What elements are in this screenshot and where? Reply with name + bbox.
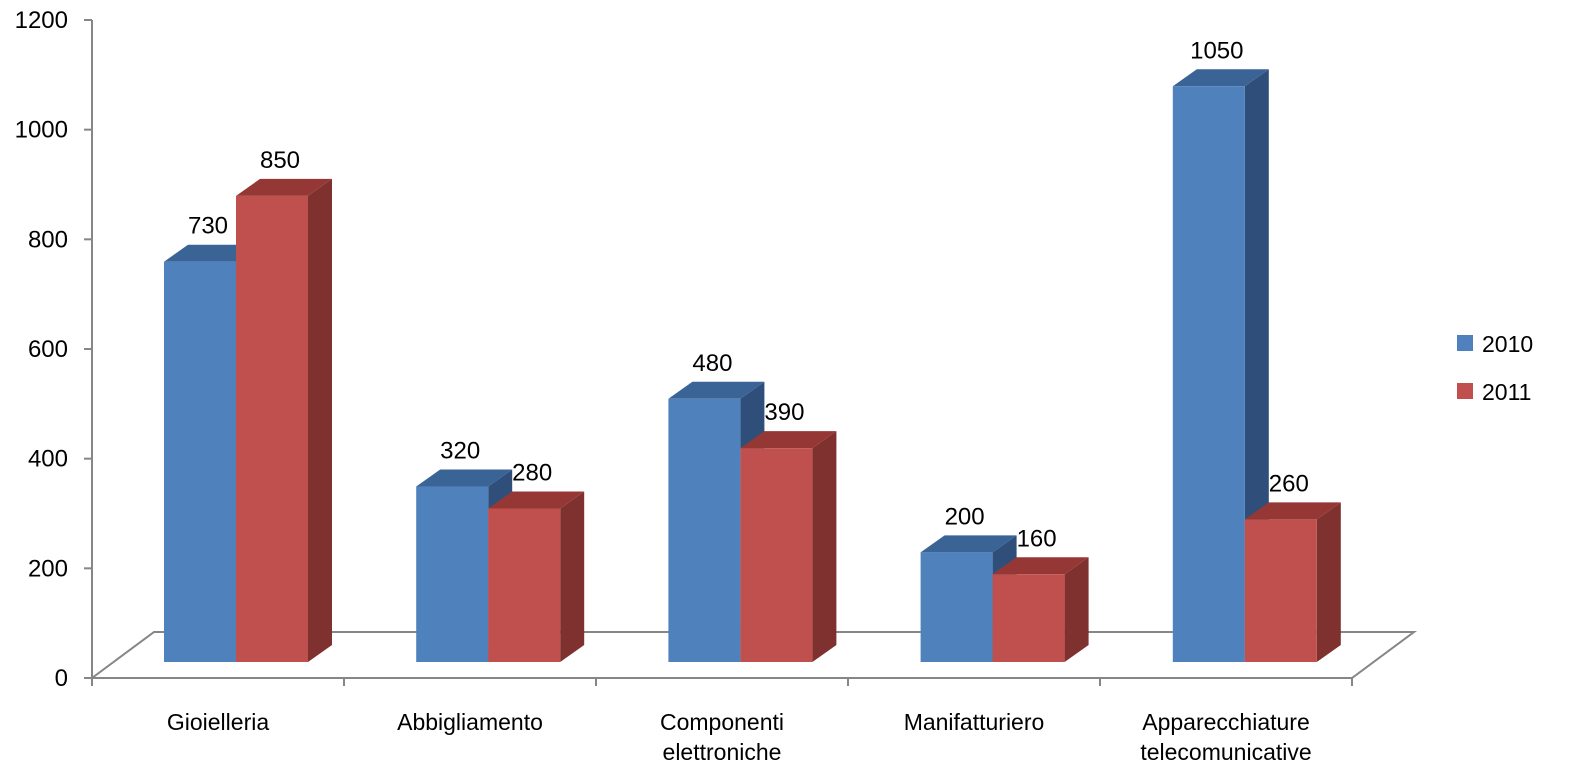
data-label: 730 <box>188 213 228 240</box>
bar-front-face <box>164 261 236 662</box>
bar-front-face <box>416 486 489 662</box>
data-label: 200 <box>945 503 985 530</box>
bar <box>740 431 837 662</box>
bar <box>236 178 332 662</box>
y-tick-label: 400 <box>28 446 68 473</box>
data-label: 320 <box>440 438 480 465</box>
y-tick-label: 800 <box>28 226 68 253</box>
bar-front-face <box>1244 519 1317 662</box>
bar <box>1244 502 1341 662</box>
x-category-label: Apparecchiature <box>1142 709 1310 735</box>
data-label: 1050 <box>1190 37 1243 64</box>
y-tick-label: 0 <box>55 665 68 692</box>
data-label: 280 <box>512 459 552 486</box>
bar-top-face <box>1172 69 1269 87</box>
bar <box>992 557 1089 662</box>
bar-top-face <box>416 469 513 487</box>
bars <box>164 69 1341 662</box>
bar-top-face <box>740 431 837 449</box>
bar-top-face <box>1244 502 1341 520</box>
data-label: 260 <box>1269 470 1309 497</box>
x-category-label: elettroniche <box>663 739 782 765</box>
data-labels: 730 850 320 280 480 390 200 160 1050 260 <box>188 37 1309 552</box>
y-tick-label: 200 <box>28 555 68 582</box>
bar-front-face <box>668 398 741 662</box>
x-category-label: Componenti <box>660 709 784 735</box>
y-tick-label: 1000 <box>15 117 68 144</box>
y-tick-label: 1200 <box>15 7 68 34</box>
bar-top-face <box>236 178 332 196</box>
bar-side-face <box>812 431 837 662</box>
data-label: 160 <box>1017 525 1057 552</box>
bar <box>488 491 585 662</box>
legend: 2010 2011 <box>1457 331 1533 405</box>
bar-front-face <box>236 195 308 662</box>
bar-side-face <box>1064 557 1089 662</box>
legend-label: 2011 <box>1482 379 1531 405</box>
bar-front-face <box>992 574 1065 662</box>
x-category-label: Gioielleria <box>167 709 269 735</box>
legend-swatch <box>1457 383 1473 399</box>
data-label: 480 <box>692 350 732 377</box>
bar-side-face <box>1316 502 1341 662</box>
bar-front-face <box>920 552 993 662</box>
y-axis: 0 200 400 600 800 1000 1200 <box>15 7 93 692</box>
bar-top-face <box>488 491 585 509</box>
bar-front-face <box>740 448 813 662</box>
x-axis: Gioielleria Abbigliamento Componenti elettr… <box>91 678 1353 765</box>
bar-side-face <box>308 178 332 662</box>
data-label: 390 <box>764 399 804 426</box>
bar-top-face <box>992 557 1089 575</box>
bar-side-face <box>560 491 585 662</box>
bar <box>1172 69 1269 662</box>
bar-top-face <box>668 381 765 399</box>
x-category-label: Manifatturiero <box>904 709 1045 735</box>
data-label: 850 <box>260 147 300 174</box>
legend-label: 2010 <box>1482 331 1533 357</box>
bar-front-face <box>488 508 561 662</box>
y-tick-label: 600 <box>28 336 68 363</box>
x-category-label: telecomunicative <box>1140 739 1311 765</box>
bar-top-face <box>920 535 1017 553</box>
x-category-label: Abbigliamento <box>397 709 543 735</box>
bar-front-face <box>1172 86 1245 662</box>
legend-swatch <box>1457 335 1473 351</box>
